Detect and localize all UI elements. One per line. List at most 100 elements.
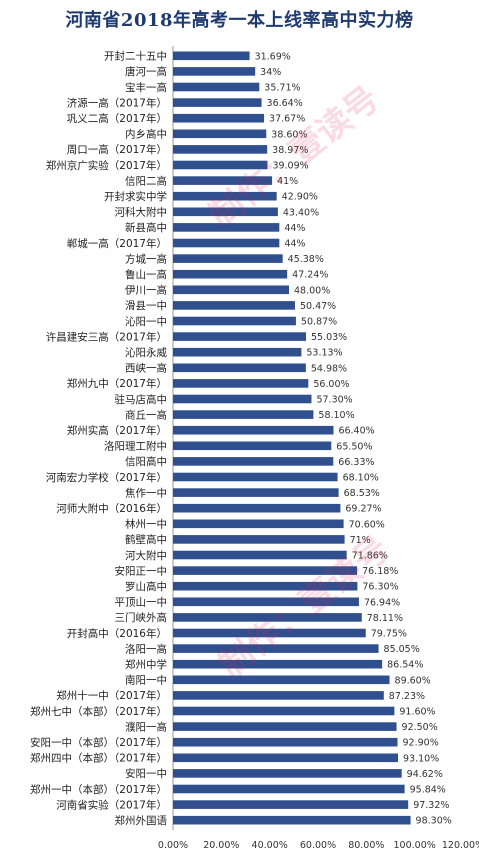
category-label: 郑州九中（2017年） bbox=[67, 377, 167, 390]
bar bbox=[173, 67, 256, 76]
category-label: 郑州一中（本部）（2017年） bbox=[30, 783, 167, 796]
category-label: 河南省实验（2017年） bbox=[56, 798, 167, 811]
data-label: 35.71% bbox=[264, 83, 300, 94]
category-label: 三门峡外高 bbox=[115, 611, 168, 624]
data-label: 37.67% bbox=[269, 114, 305, 125]
data-label: 76.94% bbox=[364, 597, 400, 608]
bar bbox=[173, 254, 283, 263]
category-label: 信阳二高 bbox=[125, 174, 167, 187]
category-label: 巩义二高（2017年） bbox=[67, 112, 167, 125]
data-label: 71% bbox=[350, 535, 371, 546]
data-label: 48.00% bbox=[294, 285, 330, 296]
category-label: 开封二十五中 bbox=[104, 50, 167, 63]
category-label: 开封求实中学 bbox=[104, 190, 167, 203]
category-label: 郸城一高（2017年） bbox=[67, 237, 167, 250]
category-label: 罗山高中 bbox=[125, 580, 167, 593]
category-label: 伊川一高 bbox=[125, 284, 167, 297]
category-label: 郑州外国语 bbox=[115, 814, 168, 827]
bar bbox=[173, 659, 383, 669]
category-label: 周口一高（2017年） bbox=[67, 143, 167, 156]
bar bbox=[173, 644, 379, 653]
bar bbox=[173, 113, 265, 123]
data-label: 68.53% bbox=[344, 488, 380, 499]
bar bbox=[173, 379, 309, 388]
bar bbox=[173, 301, 295, 310]
data-label: 38.97% bbox=[272, 145, 308, 156]
category-label: 河师大附中（2016年） bbox=[56, 502, 167, 515]
bar bbox=[173, 441, 332, 451]
category-label: 沁阳永威 bbox=[125, 346, 167, 359]
bar bbox=[173, 800, 409, 809]
data-label: 50.47% bbox=[300, 301, 336, 312]
category-label: 焦作一中 bbox=[125, 486, 167, 499]
bar bbox=[173, 566, 358, 575]
bar bbox=[173, 316, 296, 326]
data-label: 36.64% bbox=[267, 98, 303, 109]
bar bbox=[173, 238, 280, 248]
category-label: 郑州七中（本部）（2017年） bbox=[30, 705, 167, 718]
category-label: 林州一中 bbox=[125, 518, 167, 531]
data-label: 68.10% bbox=[343, 473, 379, 484]
data-label: 47.24% bbox=[292, 270, 328, 281]
category-label: 郑州实高（2017年） bbox=[67, 424, 167, 437]
data-label: 76.18% bbox=[362, 566, 398, 577]
bar bbox=[173, 347, 302, 357]
bar bbox=[173, 223, 280, 232]
bar bbox=[173, 737, 398, 747]
bar bbox=[173, 815, 411, 825]
data-label: 54.98% bbox=[311, 363, 347, 374]
category-label: 河科大附中 bbox=[115, 206, 168, 219]
data-label: 44% bbox=[284, 239, 305, 250]
bar bbox=[173, 394, 312, 404]
bar bbox=[173, 535, 345, 544]
bar bbox=[173, 691, 384, 700]
category-label: 商丘一高 bbox=[125, 408, 167, 421]
data-label: 66.40% bbox=[338, 426, 374, 437]
bar bbox=[173, 488, 339, 497]
category-label: 濮阳一高 bbox=[125, 720, 167, 733]
category-label: 济源一高（2017年） bbox=[67, 96, 167, 109]
data-label: 79.75% bbox=[371, 629, 407, 640]
data-label: 38.60% bbox=[271, 129, 307, 140]
data-label: 78.11% bbox=[367, 613, 403, 624]
category-label: 洛阳一高 bbox=[125, 642, 167, 655]
category-label: 西峡一高 bbox=[125, 362, 167, 375]
x-tick-label: 100.00% bbox=[394, 840, 436, 851]
bar bbox=[173, 472, 338, 482]
bar bbox=[173, 628, 366, 638]
data-label: 85.05% bbox=[384, 644, 420, 655]
data-label: 39.09% bbox=[272, 161, 308, 172]
data-label: 53.13% bbox=[306, 348, 342, 359]
data-label: 86.54% bbox=[387, 660, 423, 671]
data-label: 34% bbox=[260, 67, 281, 78]
bar bbox=[173, 550, 347, 560]
category-label: 安阳一中（本部）（2017年） bbox=[30, 736, 167, 749]
x-tick-label: 120.00% bbox=[442, 840, 479, 851]
x-tick-label: 60.00% bbox=[300, 840, 336, 851]
bar bbox=[173, 363, 306, 373]
x-tick-label: 40.00% bbox=[252, 840, 288, 851]
data-label: 94.62% bbox=[407, 769, 443, 780]
category-label: 郑州十一中（2017年） bbox=[56, 689, 167, 702]
bar bbox=[173, 675, 390, 685]
bar bbox=[173, 285, 289, 295]
chart-title: 河南省2018年高考一本上线率高中实力榜 bbox=[65, 10, 414, 31]
category-label: 方城一高 bbox=[125, 252, 167, 265]
data-label: 92.90% bbox=[403, 738, 439, 749]
data-label: 98.30% bbox=[416, 816, 452, 827]
data-label: 95.84% bbox=[410, 785, 446, 796]
data-label: 56.00% bbox=[313, 379, 349, 390]
bar bbox=[173, 129, 267, 139]
category-label: 安阳正一中 bbox=[115, 564, 168, 577]
data-label: 50.87% bbox=[301, 317, 337, 328]
category-label: 南阳一中 bbox=[125, 674, 167, 687]
bar bbox=[173, 769, 402, 778]
category-label: 沁阳一中 bbox=[125, 315, 167, 328]
bar bbox=[173, 581, 358, 591]
data-label: 87.23% bbox=[389, 691, 425, 702]
data-label: 31.69% bbox=[255, 51, 291, 62]
bar bbox=[173, 784, 405, 794]
category-label: 郑州京广实验（2017年） bbox=[46, 159, 167, 172]
bar bbox=[173, 82, 260, 92]
category-label: 鲁山一高 bbox=[125, 268, 167, 281]
